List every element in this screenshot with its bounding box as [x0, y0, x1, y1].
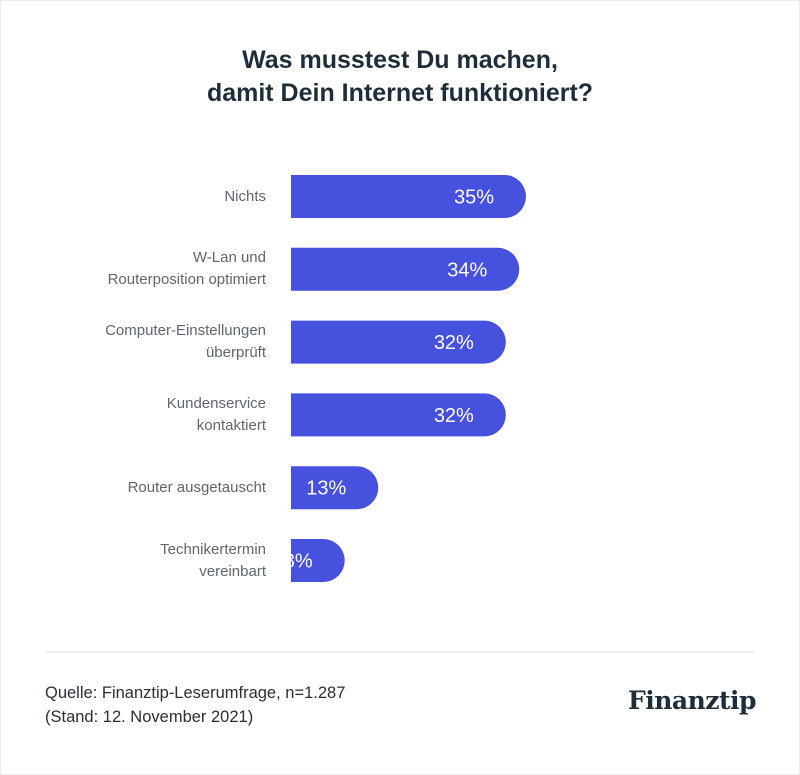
category-label-line: Technikertermin: [160, 540, 266, 558]
bar: [291, 175, 526, 218]
category-label: W-Lan und Routerposition optimiert: [6, 247, 266, 291]
source-note: Quelle: Finanztip-Leserumfrage, n=1.287 …: [45, 681, 345, 729]
bar: [291, 393, 506, 437]
value-label: 32%: [434, 332, 474, 354]
value-label: 34%: [447, 259, 487, 281]
bar: [291, 466, 379, 510]
category-label: Computer-Einstellungen überprüft: [6, 320, 266, 364]
value-label: 8%: [284, 551, 313, 573]
category-label-line: Computer-Einstellungen: [105, 322, 266, 340]
source-line-2: (Stand: 12. November 2021): [45, 708, 254, 726]
category-label: Router ausgetauscht: [6, 477, 266, 499]
finanztip-logo: Finanztip: [628, 686, 757, 715]
category-label-line: Routerposition optimiert: [107, 271, 266, 289]
bar-chart: 35% 34% 32% 32% 13% 8%: [284, 175, 526, 582]
chart-title: Was musstest Du machen, damit Dein Inter…: [0, 44, 800, 110]
category-label-line: Nichts: [224, 187, 266, 205]
bar: [291, 247, 520, 291]
category-label-line: W-Lan und: [192, 249, 266, 267]
bar: [291, 539, 345, 582]
source-line-1: Quelle: Finanztip-Leserumfrage, n=1.287: [45, 684, 346, 702]
footer-divider: [45, 651, 755, 653]
category-label-line: kontaktiert: [196, 416, 266, 434]
category-label-line: Kundenservice: [166, 394, 266, 412]
category-label-line: vereinbart: [199, 562, 266, 580]
title-line-1: Was musstest Du machen,: [242, 46, 558, 74]
category-label-line: Router ausgetauscht: [127, 478, 266, 496]
category-label: Technikertermin vereinbart: [6, 539, 266, 583]
title-line-2: damit Dein Internet funktioniert?: [206, 79, 594, 107]
category-label: Nichts: [6, 186, 266, 208]
value-label: 32%: [434, 405, 474, 427]
bar: [291, 320, 506, 364]
category-label-line: überprüft: [205, 344, 266, 362]
category-label: Kundenservice kontaktiert: [6, 393, 266, 437]
value-label: 13%: [306, 478, 346, 500]
value-label: 35%: [454, 187, 494, 209]
